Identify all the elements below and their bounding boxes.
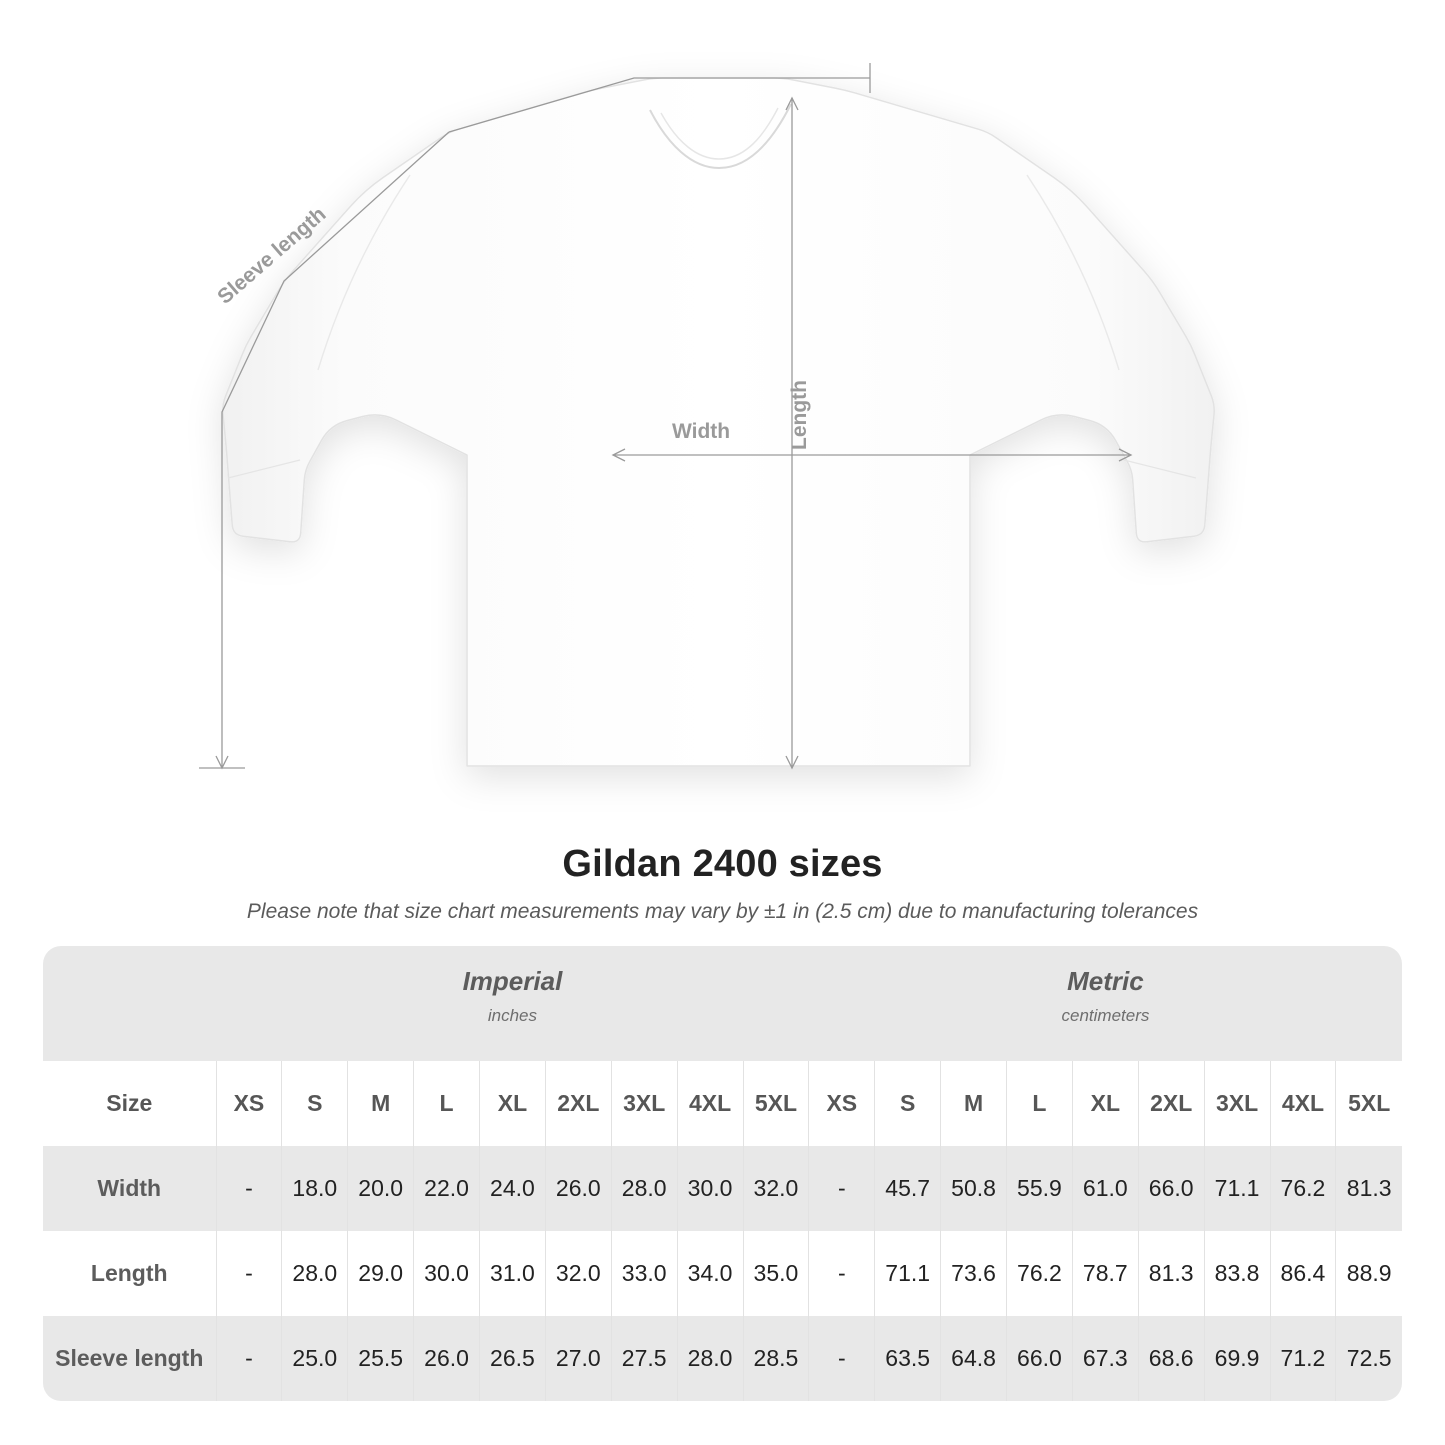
svg-text:Width: Width — [672, 420, 730, 443]
svg-text:Length: Length — [788, 380, 811, 450]
